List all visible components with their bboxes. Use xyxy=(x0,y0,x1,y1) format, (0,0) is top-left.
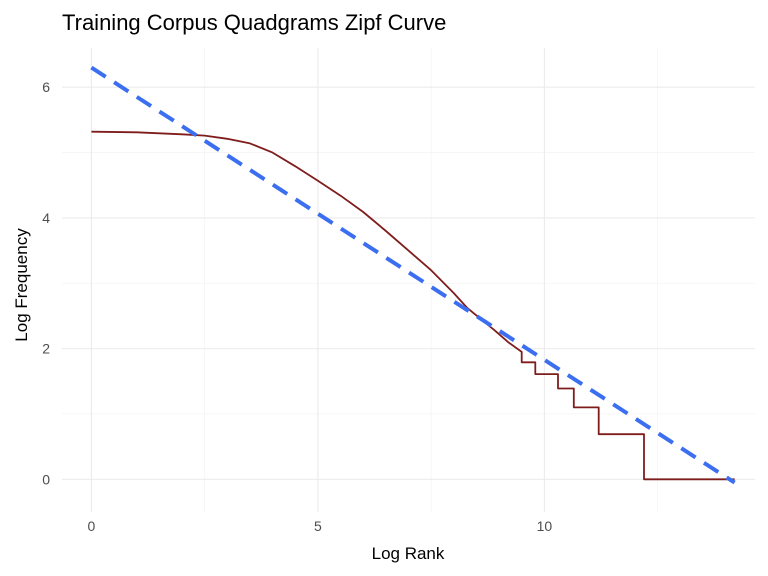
chart-title: Training Corpus Quadgrams Zipf Curve xyxy=(62,10,446,35)
x-axis-label: Log Rank xyxy=(372,544,445,563)
y-tick-label: 2 xyxy=(42,341,50,357)
minor-gridlines xyxy=(62,48,755,512)
frequency-curve-line xyxy=(91,130,735,481)
y-tick-label: 0 xyxy=(42,471,50,487)
x-axis-ticks: 0 5 10 xyxy=(88,518,553,534)
x-tick-label: 0 xyxy=(88,518,96,534)
x-tick-label: 10 xyxy=(537,518,553,534)
y-axis-ticks: 0 2 4 6 xyxy=(42,79,50,487)
y-tick-label: 6 xyxy=(42,79,50,95)
y-tick-label: 4 xyxy=(42,210,50,226)
zipf-fit-line xyxy=(90,65,736,485)
x-tick-label: 5 xyxy=(314,518,322,534)
series-layer xyxy=(90,65,736,485)
major-gridlines xyxy=(62,48,755,512)
y-axis-label: Log Frequency xyxy=(12,228,31,342)
